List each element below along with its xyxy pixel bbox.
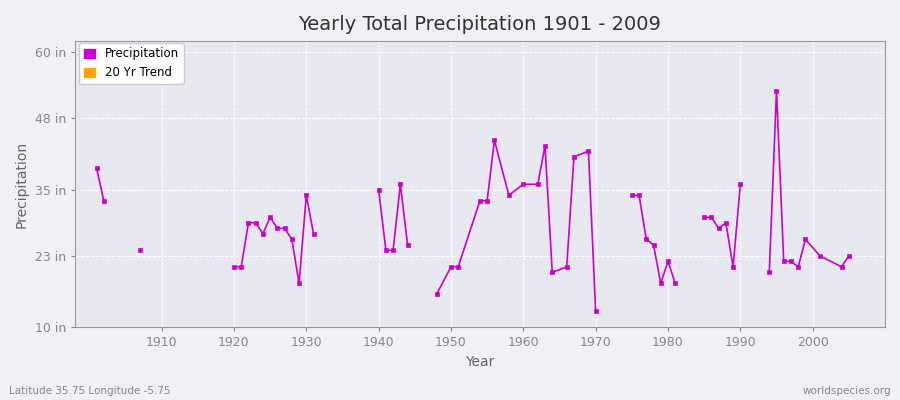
X-axis label: Year: Year xyxy=(465,355,495,369)
Y-axis label: Precipitation: Precipitation xyxy=(15,141,29,228)
Text: Latitude 35.75 Longitude -5.75: Latitude 35.75 Longitude -5.75 xyxy=(9,386,171,396)
Legend: Precipitation, 20 Yr Trend: Precipitation, 20 Yr Trend xyxy=(79,42,184,84)
Text: worldspecies.org: worldspecies.org xyxy=(803,386,891,396)
Title: Yearly Total Precipitation 1901 - 2009: Yearly Total Precipitation 1901 - 2009 xyxy=(299,15,662,34)
